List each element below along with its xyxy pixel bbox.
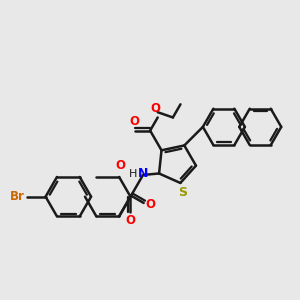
Text: O: O <box>115 159 125 172</box>
Text: O: O <box>151 102 161 115</box>
Text: O: O <box>129 115 139 128</box>
Text: Br: Br <box>10 190 25 203</box>
Text: H: H <box>129 169 137 179</box>
Text: S: S <box>178 187 187 200</box>
Text: O: O <box>146 198 156 211</box>
Text: N: N <box>138 167 148 180</box>
Text: O: O <box>125 214 136 227</box>
